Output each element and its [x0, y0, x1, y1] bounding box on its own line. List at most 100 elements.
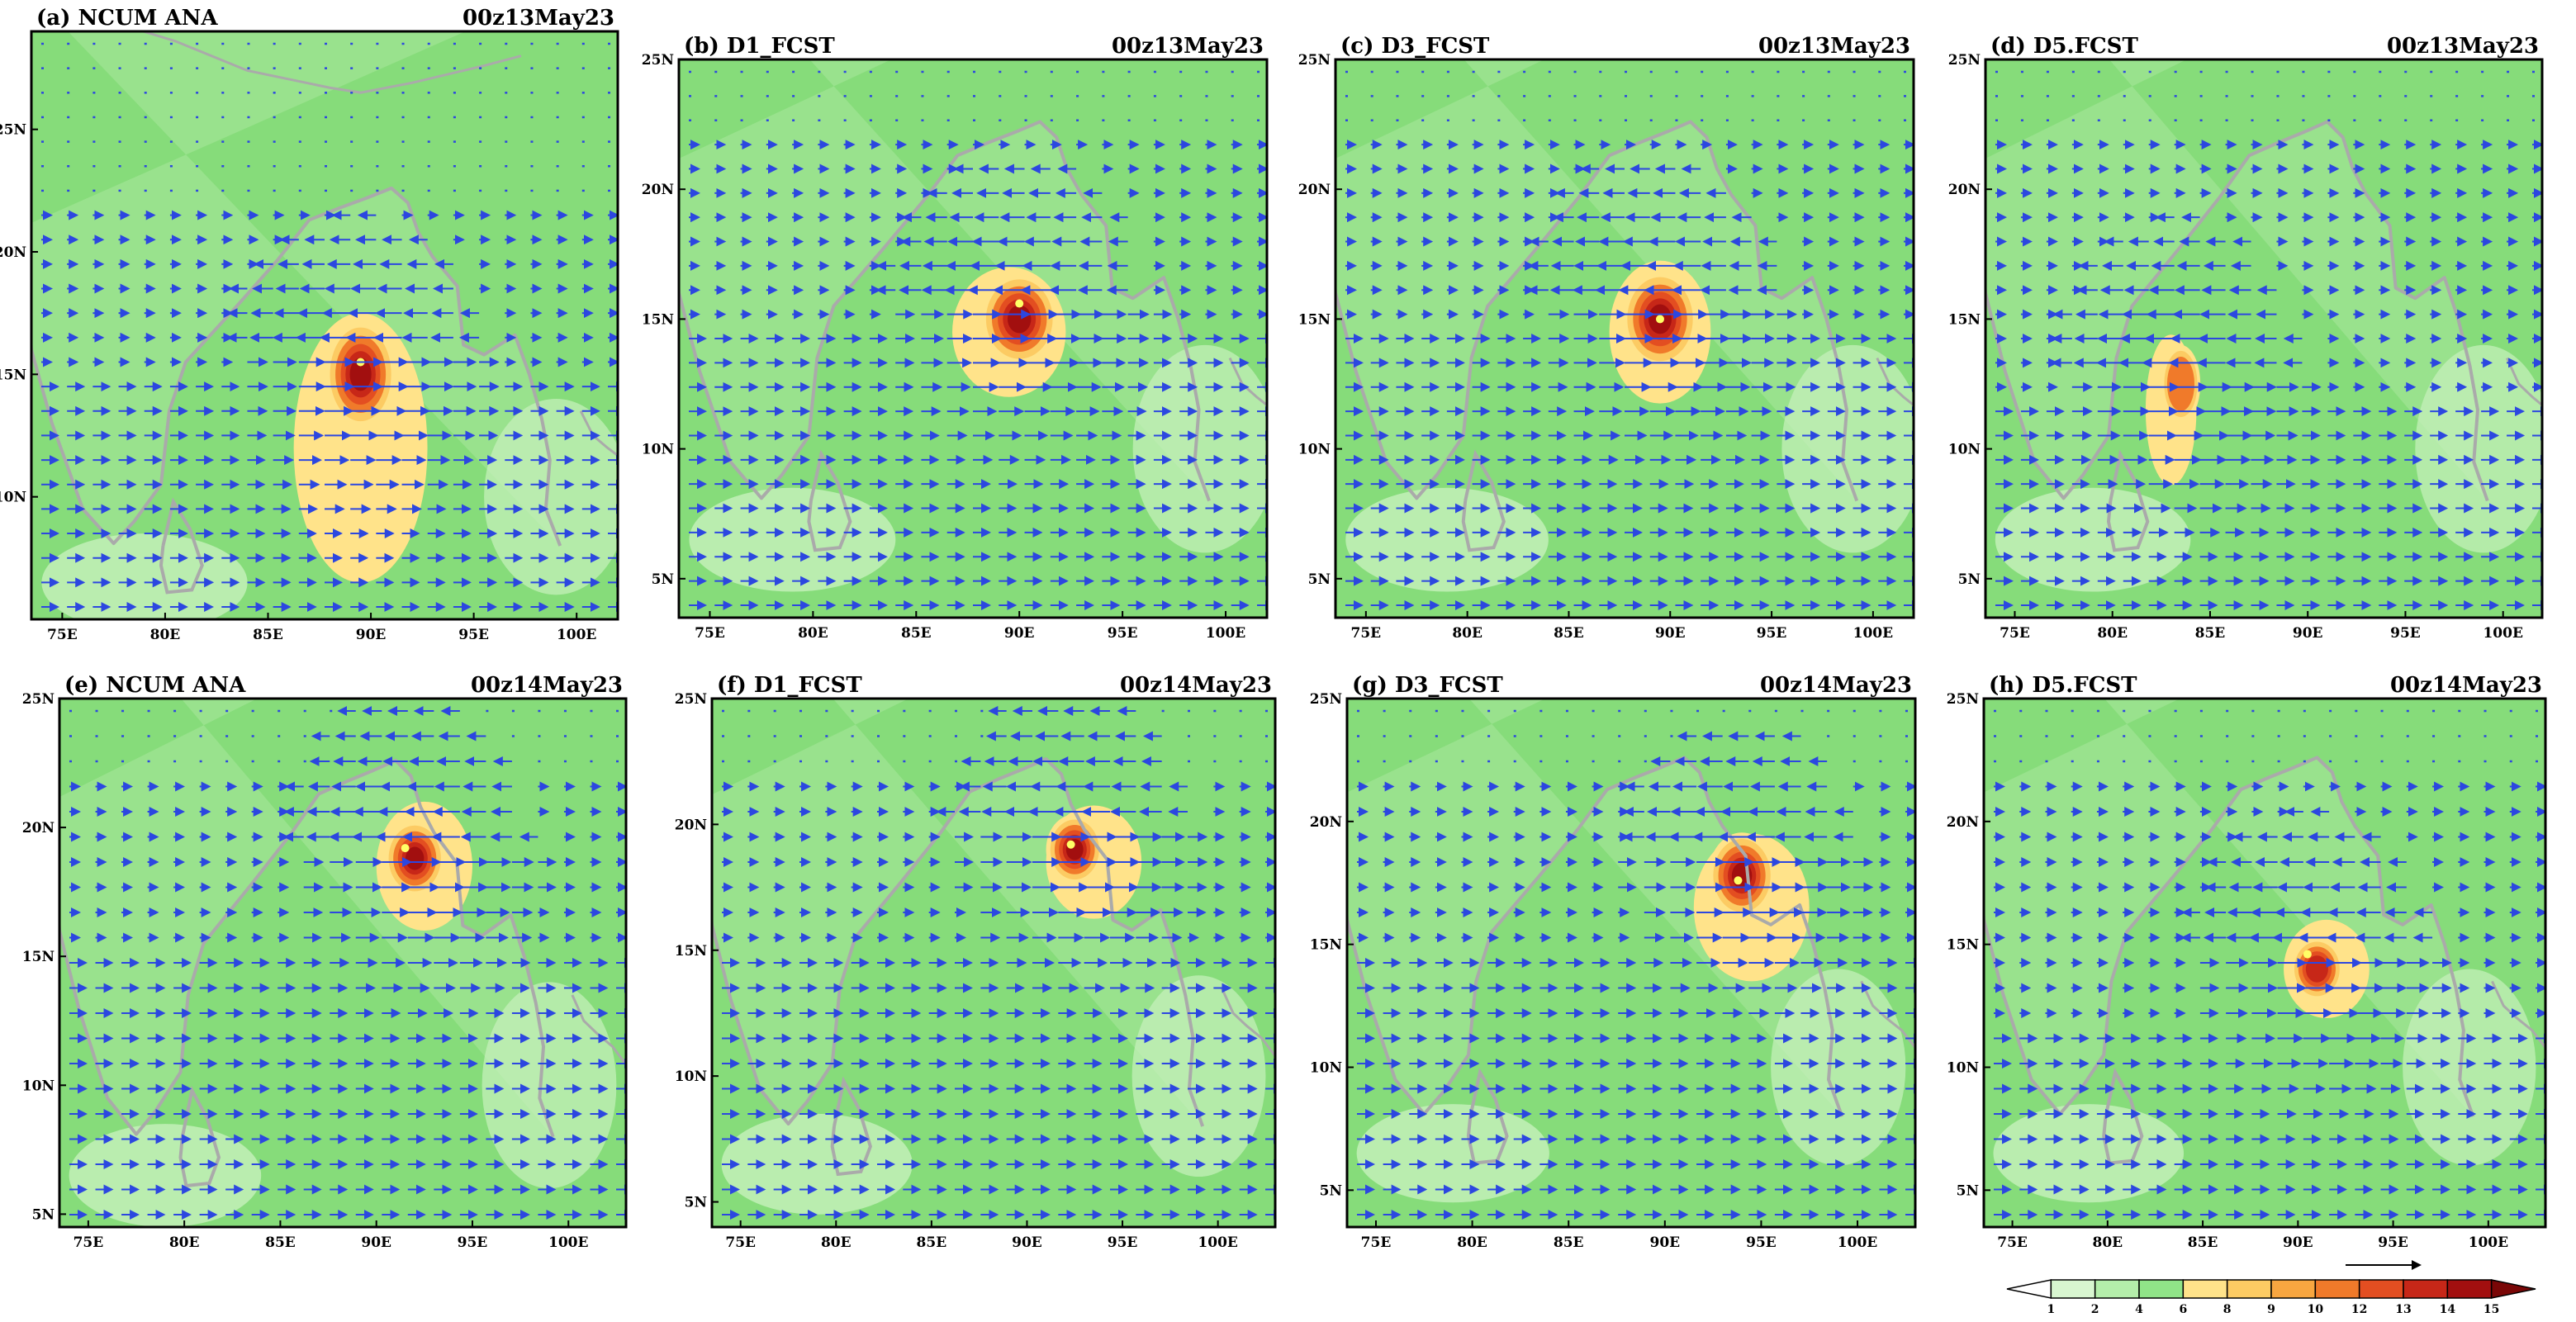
y-tick-label: 25N: [0, 122, 26, 139]
colorbar-segment: [2182, 1279, 2228, 1299]
y-tick-label: 10N: [0, 490, 26, 506]
panel-f: 75E 80E 85E 90E 95E 100E 5N 10N 15N 20N 25N (f) D1_…: [675, 673, 1277, 1251]
cyclone-eye: [1066, 840, 1075, 849]
panel-valid-time: 00z13May23: [1758, 34, 1910, 59]
colorbar-tick-label: 13: [2395, 1303, 2411, 1316]
cyclone-eye: [2303, 950, 2312, 959]
panel-frame: [710, 697, 1277, 1229]
cyclone-core-ring: [1007, 305, 1032, 334]
coastline: [1461, 449, 1506, 552]
coastline: [178, 1085, 221, 1188]
weak-wind-patch: [689, 487, 896, 592]
land-shading: [712, 699, 1203, 1127]
weak-wind-patch: [41, 533, 248, 619]
panel-valid-time: 00z14May23: [1120, 673, 1272, 698]
x-tick-label: 75E: [47, 627, 78, 643]
panel-d: 75E 80E 85E 90E 95E 100E 5N 10N 15N 20N 25N (d) D5.…: [1948, 34, 2544, 642]
coastline: [1335, 120, 1859, 502]
y-tick-label: 15N: [22, 949, 55, 965]
cyclone-core-ring: [2166, 357, 2195, 412]
y-tick-label: 25N: [1310, 691, 1342, 708]
coastline: [139, 31, 522, 94]
colorbar-segment: [2226, 1279, 2272, 1299]
x-tick-label: 85E: [901, 625, 932, 642]
panel-c: 75E 80E 85E 90E 95E 100E 5N 10N 15N 20N 25N (c) D3_…: [1298, 34, 1915, 642]
x-tick-label: 100E: [548, 1234, 588, 1251]
y-tick-label: 25N: [642, 52, 674, 69]
y-tick-label: 10N: [642, 442, 674, 458]
panel-valid-time: 00z14May23: [2390, 673, 2542, 698]
x-tick-label: 95E: [458, 1234, 488, 1251]
y-tick-label: 25N: [675, 691, 707, 708]
x-tick-label: 80E: [150, 627, 181, 643]
x-tick-label: 75E: [725, 1234, 756, 1251]
weak-wind-patch: [2403, 969, 2536, 1166]
panel-frame: [1334, 58, 1915, 619]
x-tick-label: 100E: [2469, 1234, 2508, 1251]
panel-title: (b) D1_FCST: [684, 34, 835, 59]
x-tick-label: 85E: [2195, 625, 2226, 642]
y-tick-label: 15N: [1310, 937, 1342, 954]
panel-a: 75E 80E 85E 90E 95E 100E 10N 15N 20N 25N (a) NCUM …: [0, 6, 619, 643]
panel-title: (a) NCUM ANA: [36, 6, 218, 31]
y-tick-label: 10N: [1310, 1060, 1342, 1077]
coastline: [2506, 357, 2542, 407]
y-tick-label: 5N: [32, 1206, 55, 1223]
panel-valid-time: 00z13May23: [2387, 34, 2539, 59]
cyclone-eye: [1734, 876, 1743, 885]
land-shading: [1985, 59, 2488, 501]
x-tick-label: 100E: [1853, 625, 1893, 642]
panel-valid-time: 00z14May23: [471, 673, 623, 698]
colorbar-tick-label: 15: [2483, 1303, 2499, 1316]
panel-title: (d) D5.FCST: [1990, 34, 2138, 59]
weak-wind-patch: [2415, 344, 2542, 553]
panel-grid: 75E 80E 85E 90E 95E 100E 10N 15N 20N 25N (a) NCUM …: [0, 6, 2547, 1251]
coastline: [1876, 357, 1914, 407]
y-tick-label: 20N: [1948, 182, 1981, 198]
x-tick-label: 75E: [1351, 625, 1382, 642]
weak-wind-patch: [1771, 969, 1906, 1166]
y-tick-label: 5N: [652, 571, 674, 588]
colorbar-segment: [2006, 1279, 2052, 1299]
colorbar-tick-label: 8: [2223, 1303, 2232, 1316]
y-tick-label: 15N: [1947, 937, 1979, 954]
y-tick-label: 25N: [1298, 52, 1331, 69]
x-tick-label: 80E: [821, 1234, 852, 1251]
y-tick-label: 10N: [675, 1068, 707, 1085]
x-tick-label: 80E: [2093, 1234, 2123, 1251]
coastline: [679, 120, 1211, 502]
x-tick-label: 100E: [1206, 625, 1245, 642]
weak-wind-patch: [484, 399, 618, 595]
x-tick-label: 85E: [253, 627, 283, 643]
x-tick-label: 75E: [74, 1234, 104, 1251]
panel-title: (f) D1_FCST: [717, 673, 862, 698]
y-tick-label: 15N: [1948, 311, 1981, 328]
x-tick-label: 95E: [2390, 625, 2421, 642]
panel-e: 75E 80E 85E 90E 95E 100E 5N 10N 15N 20N 25N (e) NCU…: [22, 673, 628, 1251]
panel-h: 75E 80E 85E 90E 95E 100E 5N 10N 15N 20N 25N (h) D5.…: [1947, 673, 2547, 1251]
y-tick-label: 25N: [1947, 691, 1979, 708]
y-tick-label: 5N: [1320, 1182, 1342, 1199]
y-tick-label: 20N: [22, 820, 55, 836]
coastline: [830, 1076, 872, 1177]
x-tick-label: 95E: [1757, 625, 1787, 642]
y-tick-label: 20N: [642, 182, 674, 198]
y-tick-label: 10N: [22, 1078, 55, 1094]
coastline: [1220, 987, 1275, 1057]
weak-wind-patch: [1995, 487, 2191, 592]
y-tick-label: 15N: [675, 943, 707, 960]
panel-frame: [58, 697, 628, 1229]
panel-title: (g) D3_FCST: [1352, 673, 1503, 698]
colorbar-segment: [2403, 1279, 2449, 1299]
colorbar-segment: [2050, 1279, 2096, 1299]
x-tick-label: 85E: [1554, 625, 1584, 642]
x-tick-label: 80E: [1452, 625, 1483, 642]
coastline: [31, 186, 562, 547]
y-tick-label: 15N: [642, 311, 674, 328]
weak-wind-patch: [69, 1124, 262, 1227]
coastline: [579, 410, 618, 457]
colorbar-tick-label: 10: [2308, 1303, 2324, 1316]
coastline: [159, 497, 204, 595]
colorbar-segment: [2138, 1279, 2185, 1299]
